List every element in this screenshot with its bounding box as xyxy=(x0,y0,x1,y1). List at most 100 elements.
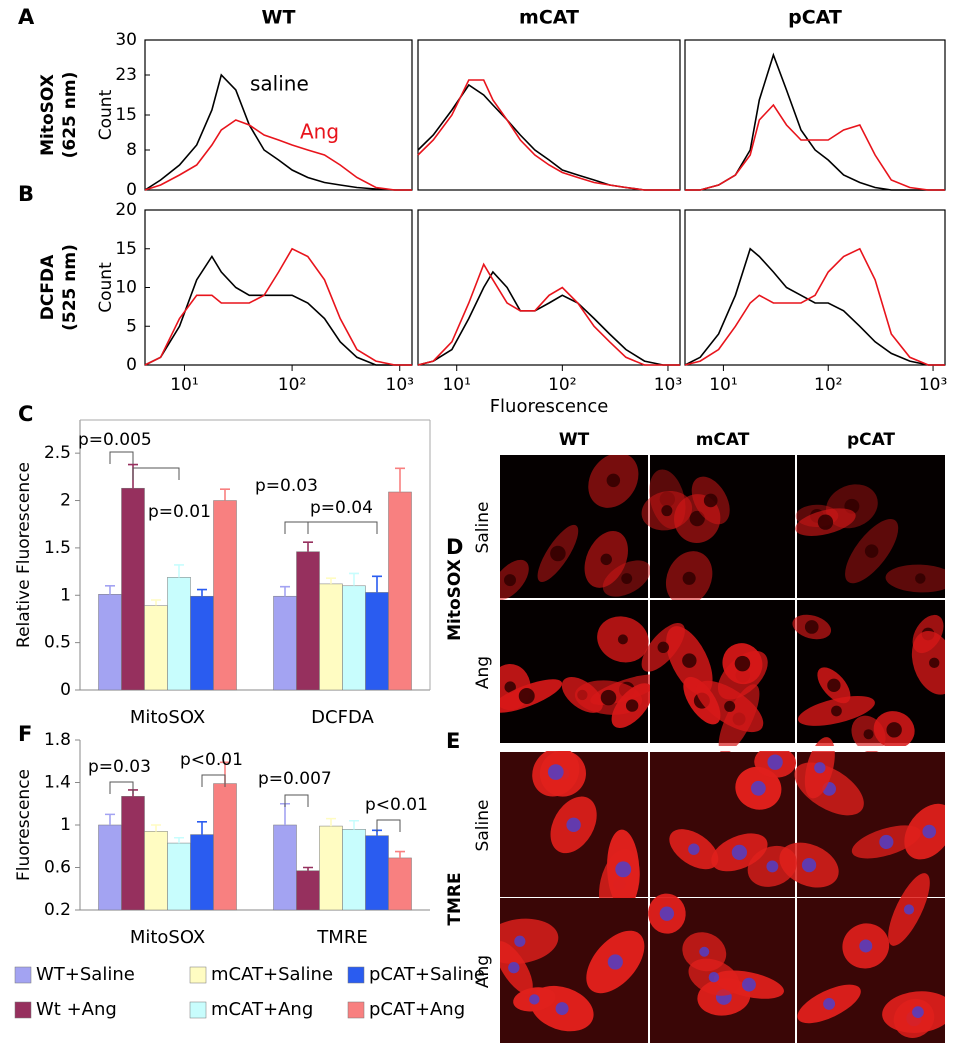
significance-bracket xyxy=(376,819,401,832)
image-row-label: Saline xyxy=(473,502,493,554)
stain-label: TMRE xyxy=(445,872,465,925)
significance-bracket xyxy=(109,781,134,794)
nucleus xyxy=(617,634,628,645)
legend-label: Wt +Ang xyxy=(36,999,117,1020)
histogram-line xyxy=(417,83,680,191)
x-tick-label: 10³ xyxy=(919,375,947,395)
y-tick-label: 1 xyxy=(60,815,71,835)
legend-label: pCAT+Ang xyxy=(369,999,465,1020)
legend-label: mCAT+Ang xyxy=(211,999,313,1020)
nucleus xyxy=(504,574,516,587)
x-tick-label: 10³ xyxy=(386,375,414,395)
nucleus xyxy=(903,904,915,915)
x-tick-label: 10¹ xyxy=(709,375,737,395)
row-label: (625 nm) xyxy=(60,72,80,159)
histogram-line xyxy=(417,79,680,191)
x-tick-label: 10² xyxy=(278,375,306,395)
error-bar xyxy=(151,824,161,832)
nucleus xyxy=(703,493,718,508)
histogram-line xyxy=(685,52,945,191)
plot-frame xyxy=(417,209,681,366)
nucleus xyxy=(814,762,826,774)
y-tick-label: 1.4 xyxy=(44,773,71,793)
image-row-label: Saline xyxy=(473,800,493,852)
legend-swatch xyxy=(347,1001,365,1019)
x-tick-label: TMRE xyxy=(316,927,367,948)
p-value: p=0.04 xyxy=(310,498,373,518)
nucleus xyxy=(508,961,520,974)
panel-letter: D xyxy=(446,535,463,559)
nucleus xyxy=(661,505,673,517)
error-bar xyxy=(220,488,230,501)
error-bar xyxy=(303,866,313,871)
significance-bracket xyxy=(201,774,226,787)
nucleus xyxy=(831,705,842,717)
y-tick-label: 8 xyxy=(126,140,137,160)
y-tick-label: 1 xyxy=(60,585,71,605)
histogram-line xyxy=(684,247,945,366)
bar xyxy=(121,796,145,911)
bar xyxy=(273,595,297,691)
legend-swatch xyxy=(189,1001,207,1019)
nucleus xyxy=(827,678,841,692)
y-tick-label: 23 xyxy=(115,65,137,85)
p-value: p=0.03 xyxy=(88,757,151,777)
nucleus xyxy=(742,977,756,992)
nucleus xyxy=(514,935,526,947)
p-value: p<0.01 xyxy=(180,750,243,770)
image-grid xyxy=(500,455,945,1043)
x-tick-label: MitoSOX xyxy=(130,707,205,728)
p-value: p<0.01 xyxy=(365,795,428,815)
error-bar xyxy=(280,585,290,597)
significance-bracket xyxy=(307,521,378,534)
panel-letter: B xyxy=(18,182,34,206)
nucleus xyxy=(600,689,617,706)
image-column-title: pCAT xyxy=(847,430,895,450)
nucleus xyxy=(724,700,736,712)
significance-bracket xyxy=(284,794,309,807)
y-tick-label: 30 xyxy=(115,30,137,50)
y-tick-label: 0 xyxy=(60,680,71,700)
column-title: mCAT xyxy=(519,7,579,29)
error-bar xyxy=(395,850,405,858)
nucleus xyxy=(879,834,894,850)
nucleus xyxy=(863,729,874,740)
significance-bracket xyxy=(109,451,134,464)
bar xyxy=(319,583,343,691)
nucleus xyxy=(750,780,766,796)
nucleus xyxy=(689,510,705,527)
bar xyxy=(121,487,145,691)
y-tick-label: 15 xyxy=(115,105,137,125)
error-bar xyxy=(105,813,115,825)
y-tick-label: 5 xyxy=(126,316,137,336)
y-axis-label: Relative Fluorescence xyxy=(14,462,34,648)
error-bar xyxy=(303,541,313,552)
plot-frame xyxy=(684,209,946,366)
image-row-label: Ang xyxy=(473,656,493,689)
nucleus xyxy=(615,861,632,878)
y-tick-label: 0 xyxy=(126,355,137,375)
row-label: DCFDA xyxy=(38,254,58,320)
nucleus xyxy=(555,1002,569,1016)
legend-label: pCAT+Saline xyxy=(369,964,485,985)
nucleus xyxy=(621,573,633,584)
nucleus xyxy=(708,971,720,983)
nucleus xyxy=(625,699,639,712)
panel-letter: E xyxy=(446,729,460,753)
bar xyxy=(167,577,191,691)
error-bar xyxy=(174,564,184,578)
panel-letter: C xyxy=(18,402,33,426)
bar xyxy=(319,825,343,911)
plot-frame xyxy=(144,209,413,366)
legend-label: mCAT+Saline xyxy=(211,964,333,985)
nucleus xyxy=(607,954,623,970)
legend-swatch xyxy=(14,1001,32,1019)
bar xyxy=(98,594,122,691)
x-tick-label: 10¹ xyxy=(170,375,198,395)
p-value: p=0.03 xyxy=(255,476,318,496)
nucleus xyxy=(801,857,817,873)
nucleus xyxy=(767,754,783,770)
nucleus xyxy=(657,641,669,654)
bar xyxy=(296,551,320,691)
